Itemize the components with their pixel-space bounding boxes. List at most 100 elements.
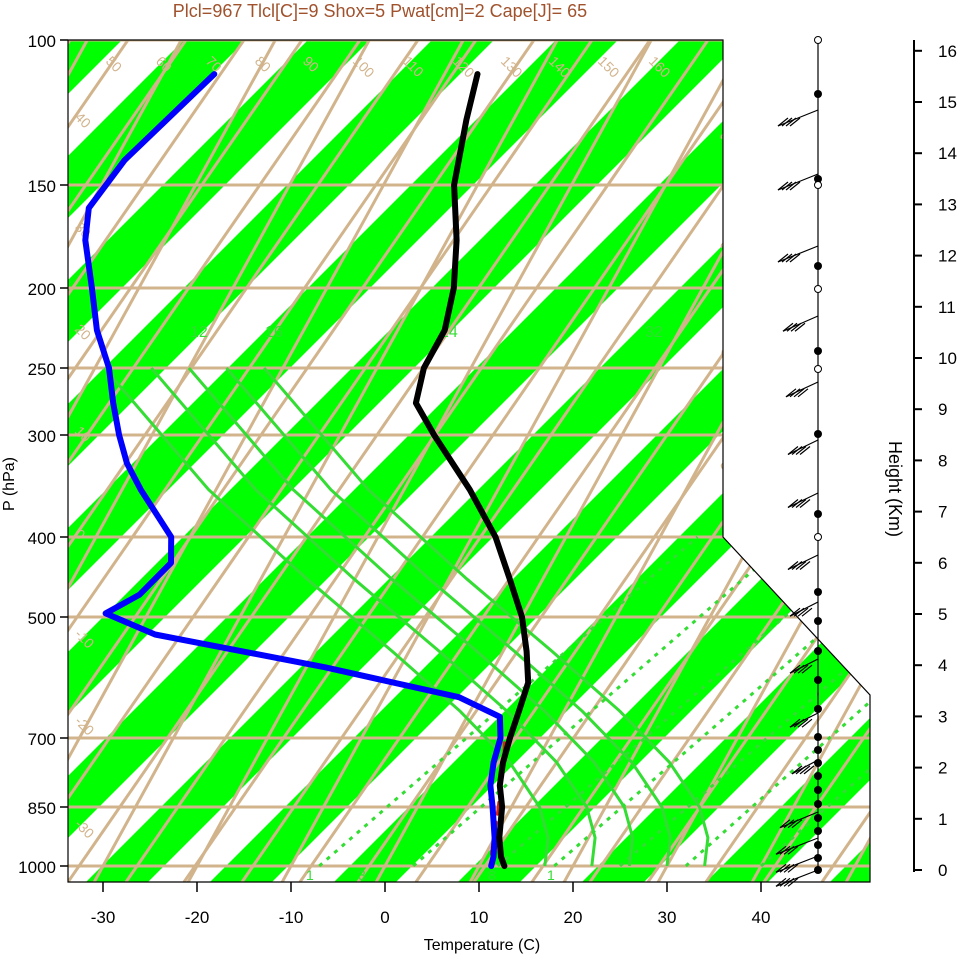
y-tick-label: 400 xyxy=(28,529,56,548)
wind-barb-feather xyxy=(794,322,806,332)
barb-dot xyxy=(814,733,822,741)
mixing-ratio-line xyxy=(553,535,870,868)
y-tick-label: 1000 xyxy=(18,858,56,877)
wind-barb xyxy=(789,658,819,674)
wind-barb xyxy=(789,601,819,617)
x-tick-label: 30 xyxy=(658,908,677,927)
wind-barb-feather xyxy=(791,765,803,775)
mixing-ratio-label: 1 xyxy=(547,867,555,883)
wind-barb xyxy=(785,381,819,398)
barb-dot xyxy=(814,705,822,713)
wind-barb-feather xyxy=(797,718,809,728)
wind-barb-feather xyxy=(795,765,807,775)
wind-barb-feather xyxy=(801,664,813,674)
x-tick-label: 10 xyxy=(470,908,489,927)
wind-barb-feather xyxy=(790,322,802,332)
height-tick-label: 13 xyxy=(938,195,957,214)
barb-dot xyxy=(814,347,822,355)
sounding-profiles xyxy=(82,71,532,869)
x-tick-label: 40 xyxy=(752,908,771,927)
wind-barb-feather xyxy=(777,181,789,191)
y-tick-label: 150 xyxy=(28,177,56,196)
axes: -30 -20 -10 0 10 20 30 40 100 150 200 250 300 400 500 7… xyxy=(18,32,770,927)
barb-dot xyxy=(814,647,822,655)
height-tick-label: 2 xyxy=(938,759,947,778)
x-tick-label: -30 xyxy=(91,908,116,927)
wind-barb-feather xyxy=(787,819,799,829)
wind-barb-feather xyxy=(799,561,811,570)
wind-barb-feather xyxy=(787,863,799,873)
wind-barb-feather xyxy=(787,845,799,855)
wind-barb-feather xyxy=(779,877,791,887)
mixing-ratio-lines xyxy=(318,535,870,868)
barb-ring xyxy=(814,365,822,373)
wind-barb-feather xyxy=(793,388,805,398)
y-tick-label: 850 xyxy=(28,799,56,818)
height-tick-label: 3 xyxy=(938,707,947,726)
dry-adiabat-line xyxy=(68,40,564,882)
adiabat-band xyxy=(68,40,870,882)
dry-adiabat-line xyxy=(68,40,680,882)
temperature-trace xyxy=(412,71,532,869)
wind-barb-feather xyxy=(797,388,809,398)
dry-adiabat-line xyxy=(588,40,870,882)
wind-barb xyxy=(789,712,819,728)
wind-barb-feather xyxy=(791,446,803,455)
moist-adiabat-line xyxy=(262,367,710,867)
barb-dot xyxy=(814,772,822,780)
barb-dot xyxy=(814,854,822,862)
isotherm-line xyxy=(279,40,757,882)
y-tick-label: 250 xyxy=(28,360,56,379)
mixing-ratio-label: 8 xyxy=(488,867,496,883)
wind-barb xyxy=(777,173,819,191)
mixing-ratio-line xyxy=(684,535,870,868)
x-tick-label: 0 xyxy=(380,908,389,927)
mixing-ratio-line xyxy=(496,535,870,868)
wind-barb xyxy=(787,492,819,509)
wind-barb-feather xyxy=(779,819,791,829)
mixing-ratio-label: 12 xyxy=(190,324,208,341)
dry-adiabat-line xyxy=(124,40,870,882)
wind-barb-feather xyxy=(789,117,801,127)
barb-dot xyxy=(814,510,822,518)
height-tick-label: 14 xyxy=(938,144,957,163)
height-axis-label: Height (Km) xyxy=(885,441,905,537)
barb-dot xyxy=(814,746,822,754)
mixing-ratio-line xyxy=(412,535,793,868)
wind-barb-feather xyxy=(795,446,807,455)
wind-barb-feather xyxy=(781,117,793,127)
wind-barb-feather xyxy=(793,664,805,674)
height-tick-label: 10 xyxy=(938,349,957,368)
wind-barb-feather xyxy=(785,388,797,398)
wind-barb-feather xyxy=(789,388,801,398)
isotherm-line xyxy=(68,40,381,882)
wind-barb-feather xyxy=(793,718,805,728)
wind-barb-feather xyxy=(791,561,803,570)
dry-adiabat-line xyxy=(182,40,870,882)
dry-adiabat-line xyxy=(240,40,870,882)
wind-barb xyxy=(787,554,819,571)
edge-label: 10 xyxy=(739,534,766,561)
barb-dot xyxy=(814,800,822,808)
mixing-ratio-label: 16 xyxy=(265,324,283,341)
barb-dot xyxy=(814,262,822,270)
dewpoint-trace xyxy=(82,71,504,869)
mixing-ratio-label: 32 xyxy=(645,324,663,341)
wind-barb-feather xyxy=(793,607,805,617)
y-tick-label: 300 xyxy=(28,427,56,446)
wind-barb-feather xyxy=(791,819,803,829)
wind-barb-feather xyxy=(797,664,809,674)
wind-barb-feather xyxy=(787,446,799,455)
wind-barb-feather xyxy=(779,863,791,873)
wind-barb xyxy=(787,439,819,456)
dry-adiabat-line xyxy=(68,40,870,882)
wind-barb-feather xyxy=(789,181,801,191)
dry-adiabat-line xyxy=(646,40,870,882)
wind-barb-feather xyxy=(791,499,803,508)
mixing-ratio-line xyxy=(619,535,870,868)
wind-barb-feather xyxy=(795,561,807,570)
wind-barb-feather xyxy=(783,877,795,887)
wind-barb-feather xyxy=(789,253,801,263)
